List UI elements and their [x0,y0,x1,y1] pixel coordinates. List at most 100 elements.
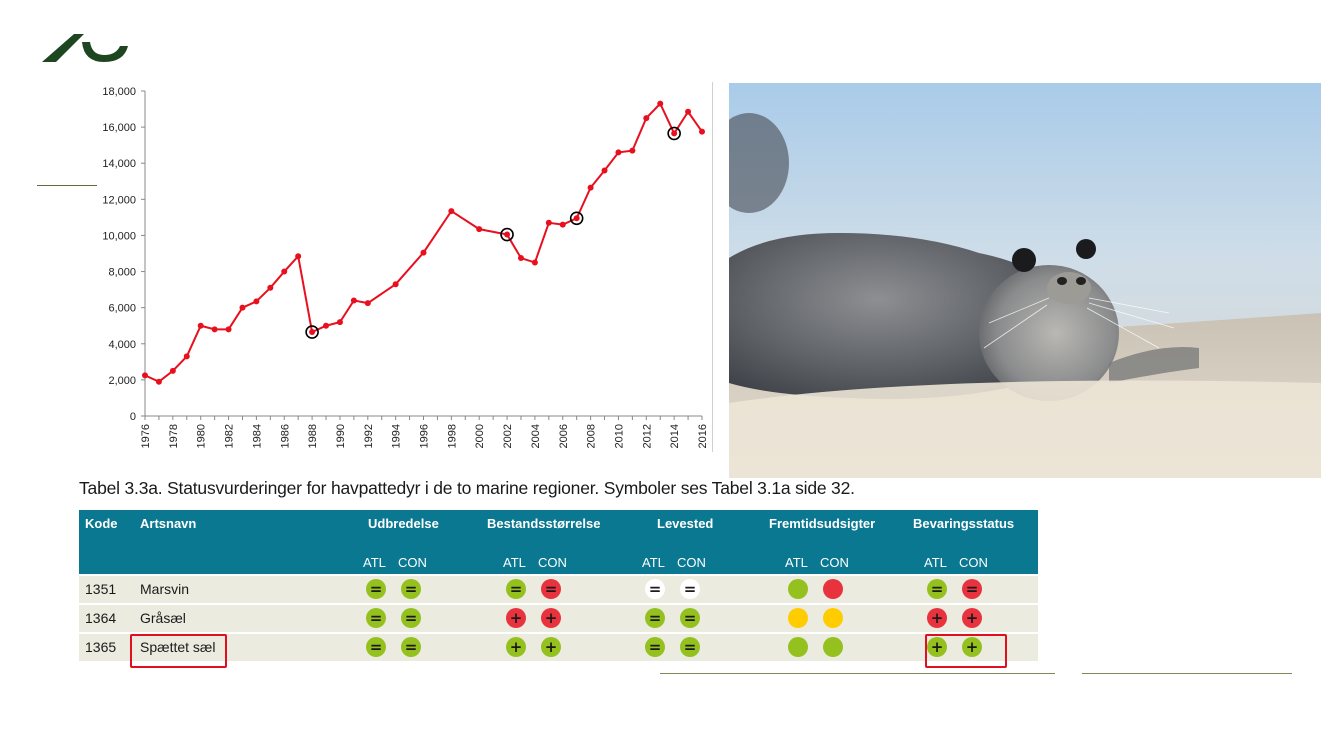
series-line [144,101,703,383]
data-point [392,281,399,288]
x-tick-label: 1982 [224,424,236,448]
data-point [420,249,427,256]
status-dot-green [823,637,843,657]
data-point [183,353,190,360]
data-point [531,259,538,266]
data-point [545,219,552,226]
status-dot-green-plus: + [962,637,982,657]
data-point [253,298,260,305]
x-tick-label: 2016 [697,424,709,448]
status-dot-green-equal: = [645,637,665,657]
col-header-artsnavn: Artsnavn [140,516,197,531]
highlight-circle [305,325,319,339]
highlight-circle [667,126,681,141]
data-point [517,255,524,262]
data-point [643,115,650,122]
status-dot-white-equal: = [645,579,665,599]
data-point [155,378,162,385]
x-tick-label: 1998 [446,424,458,448]
data-point [350,297,357,304]
y-tick-label: 18,000 [102,86,136,98]
status-dot-green-equal: = [366,637,386,657]
sub-header-con: CON [959,555,988,570]
status-dot-green-equal: = [506,579,526,599]
x-tick-label: 2008 [586,424,598,448]
data-point [225,326,232,333]
status-dot-green-plus: + [506,637,526,657]
status-dot-green-equal: = [401,608,421,628]
data-point [309,329,316,336]
x-tick-label: 1984 [251,424,263,448]
data-point [197,322,204,329]
data-point [364,300,371,307]
data-point [587,184,594,191]
status-dot-green [788,637,808,657]
status-dot-green-equal: = [927,579,947,599]
row-code: 1351 [85,581,117,597]
highlight-circles [305,126,681,339]
y-tick-label: 14,000 [102,158,136,170]
x-tick-label: 1976 [140,424,152,448]
y-tick-label: 4,000 [108,339,136,351]
table-caption: Tabel 3.3a. Statusvurderinger for havpat… [79,478,855,498]
status-dot-white-equal: = [680,579,700,599]
x-tick-label: 1992 [363,424,375,448]
data-point [267,284,274,291]
y-tick-label: 6,000 [108,303,136,315]
data-point [685,108,692,115]
highlight-circle [500,227,514,242]
col-header-bestand: Bestandsstørrelse [487,516,601,531]
status-dot-green-plus: + [541,637,561,657]
highlight-box-status [925,634,1007,668]
y-tick-label: 12,000 [102,194,136,206]
row-species-name: Gråsæl [140,610,186,626]
data-point [615,149,622,156]
table-header [79,510,1038,574]
x-tick-label: 2010 [613,424,625,448]
status-dot-red-plus: + [962,608,982,628]
col-header-udbredelse: Udbredelse [368,516,439,531]
seal-population-line-chart: 0 2,000 4,000 6,000 8,000 10,000 12,000 14,000 1… [102,86,709,448]
status-dot-green [788,579,808,599]
col-header-fremtid: Fremtidsudsigter [769,516,876,531]
series-points [142,100,705,385]
sub-header-con: CON [398,555,427,570]
data-point [504,231,511,238]
sub-header-atl: ATL [363,555,386,570]
data-point [142,372,148,379]
status-dot-green-equal: = [401,637,421,657]
x-tick-label: 2004 [530,424,542,448]
sub-header-atl: ATL [503,555,526,570]
x-tick-label: 1994 [391,424,403,448]
col-header-bevaring: Bevaringsstatus [913,516,1015,531]
status-dot-red-equal: = [541,579,561,599]
data-point [573,215,580,222]
x-tick-label: 1986 [279,424,291,448]
sub-header-con: CON [538,555,567,570]
status-dot-green-equal: = [680,608,700,628]
status-dot-green-equal: = [645,608,665,628]
status-table: Kode Artsnavn Udbredelse Bestandsstørrel… [79,510,1038,668]
sub-header-atl: ATL [924,555,947,570]
sub-header-con: CON [820,555,849,570]
decorative-rule [1082,673,1292,674]
col-header-kode: Kode [85,516,118,531]
y-tick-label: 16,000 [102,122,136,134]
status-dot-red-plus: + [541,608,561,628]
x-tick-label: 2014 [669,424,681,448]
row-code: 1364 [85,610,117,626]
row-species-name: Marsvin [140,581,190,597]
x-tick-label: 2012 [641,424,653,448]
data-point [699,128,705,135]
status-dot-red-plus: + [506,608,526,628]
status-dot-green-equal: = [366,608,386,628]
decorative-rule [660,673,1055,674]
chart-tick-labels: 0 2,000 4,000 6,000 8,000 10,000 12,000 14,000 1… [102,86,709,448]
data-point [601,167,608,174]
x-tick-label: 1978 [168,424,180,448]
data-point [295,253,302,260]
data-point [239,304,246,311]
status-dot-green-equal: = [401,579,421,599]
status-dot-red [823,579,843,599]
col-header-levested: Levested [657,516,714,531]
